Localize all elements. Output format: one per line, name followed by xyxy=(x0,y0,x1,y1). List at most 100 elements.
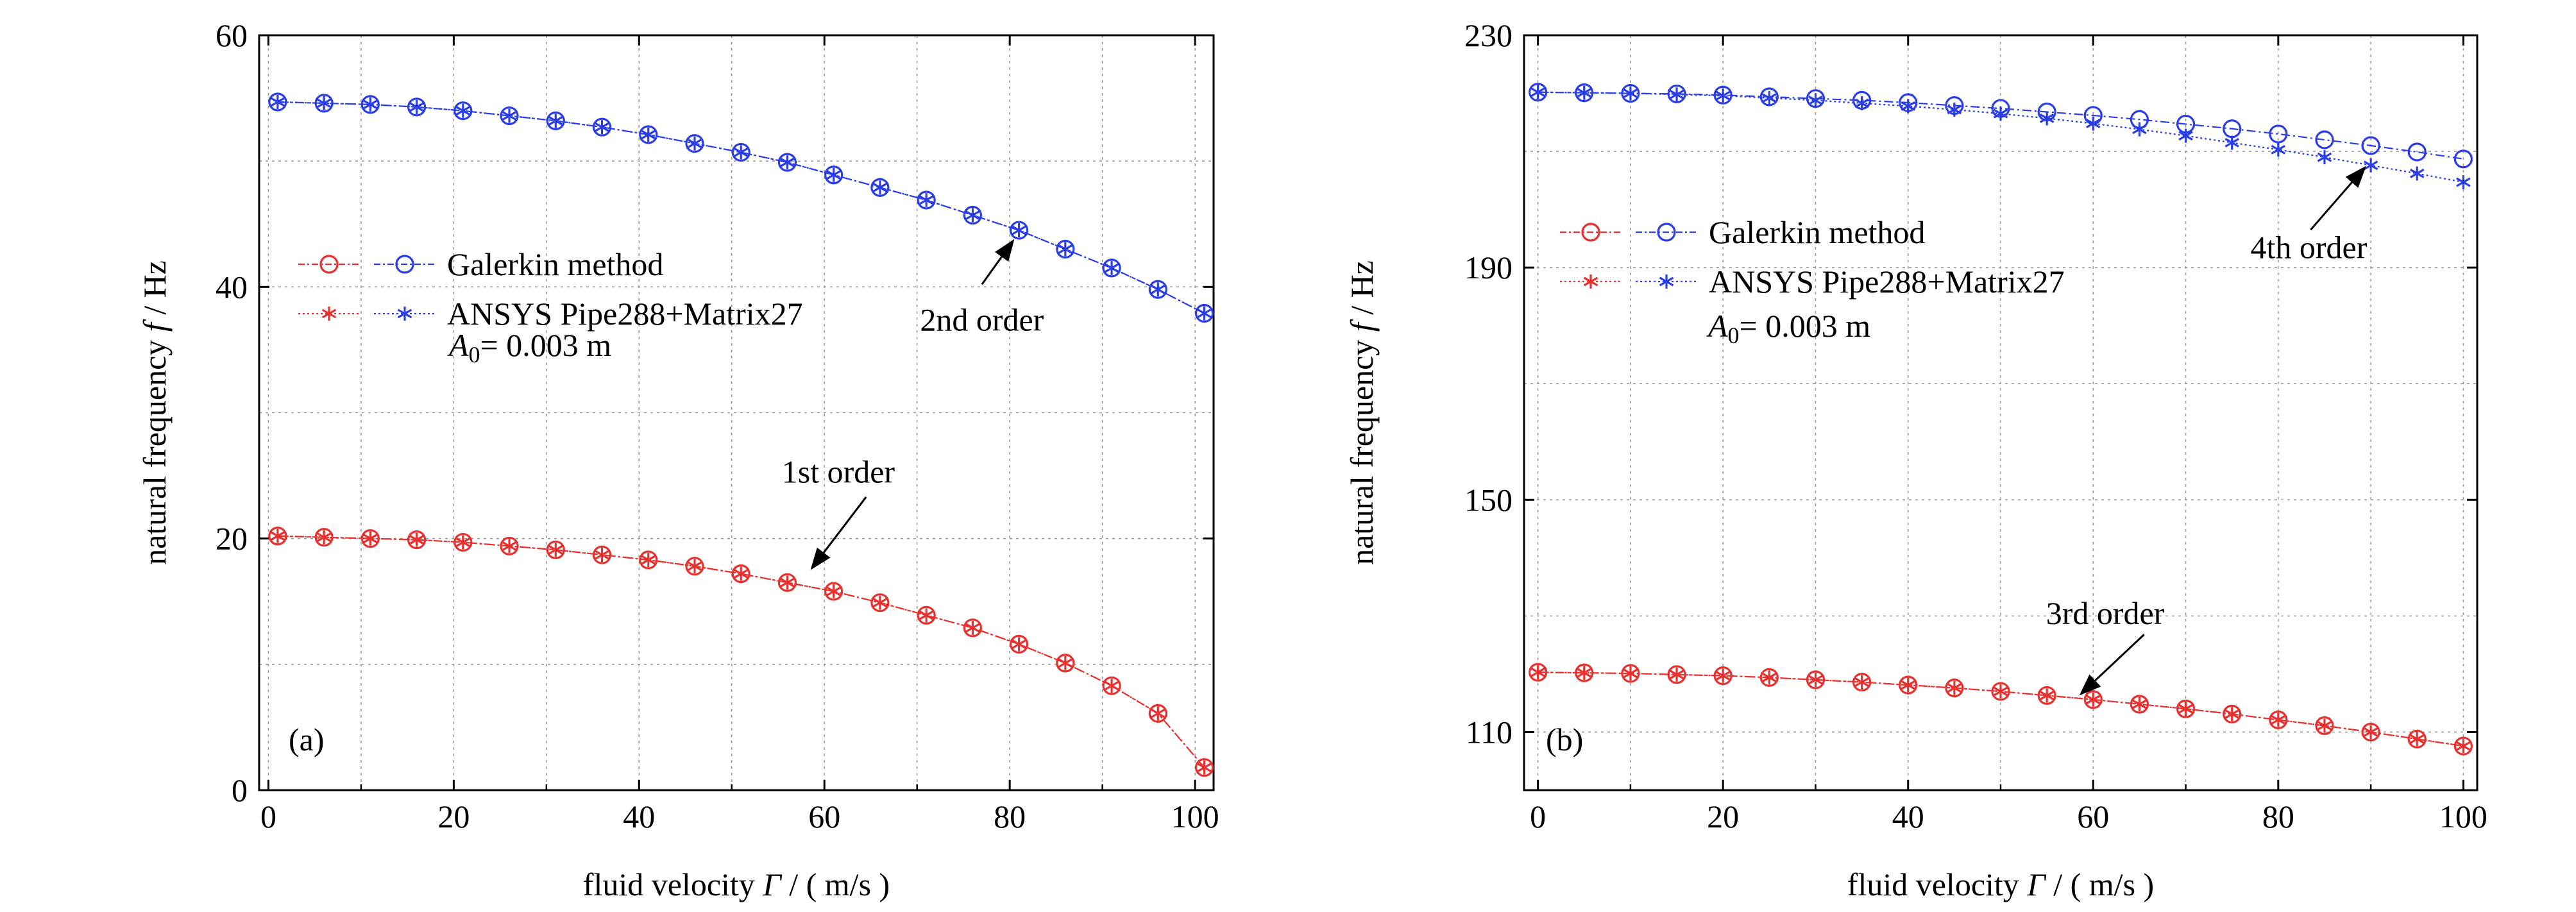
legend-item: ANSYS Pipe288+Matrix27 xyxy=(298,296,803,332)
data-point xyxy=(966,621,979,635)
data-point xyxy=(2318,150,2332,164)
legend-label: ANSYS Pipe288+Matrix27 xyxy=(447,296,803,332)
y-tick-label: 0 xyxy=(232,772,248,808)
annotation-arrow-shaft xyxy=(824,497,866,553)
grid xyxy=(1524,35,2477,790)
data-point xyxy=(2411,166,2424,180)
annotation-arrow-shaft xyxy=(2310,182,2351,230)
y-axis-label: natural frequency f / Hz xyxy=(137,260,173,565)
data-point xyxy=(1901,99,1915,113)
data-point xyxy=(1105,261,1119,275)
y-axis-label-unit: / Hz xyxy=(137,260,173,315)
annotation-arrow-shaft xyxy=(982,257,1002,284)
x-axis-label-unit: / ( m/s ) xyxy=(789,866,890,902)
data-point xyxy=(1151,282,1165,296)
legend-marker-red xyxy=(1584,274,1598,289)
parameter-label: A0= 0.003 m xyxy=(447,327,611,367)
data-point-circle xyxy=(2316,131,2333,148)
data-point xyxy=(734,567,748,581)
series-line xyxy=(1538,92,2464,182)
parameter-subscript: 0 xyxy=(469,342,480,367)
data-point xyxy=(1151,706,1165,720)
annotation-label: 3rd order xyxy=(2046,595,2165,631)
x-tick-label: 100 xyxy=(2439,798,2487,834)
x-tick-label: 20 xyxy=(437,798,470,834)
legend-item: Galerkin method xyxy=(298,246,663,282)
legend-label: ANSYS Pipe288+Matrix27 xyxy=(1709,264,2065,300)
annotation-arrow-shaft xyxy=(2095,634,2144,680)
data-point xyxy=(827,584,840,598)
y-axis-label-text: natural frequency xyxy=(137,332,173,565)
x-tick-label: 0 xyxy=(1530,798,1546,834)
parameter-subscript: 0 xyxy=(1728,323,1740,348)
data-point xyxy=(2409,144,2425,160)
parameter-symbol: A xyxy=(447,327,469,363)
y-tick-label: 20 xyxy=(216,521,248,557)
legend-marker-blue xyxy=(1660,274,1674,289)
y-axis-label: natural frequency f / Hz xyxy=(1344,260,1380,565)
x-tick-label: 40 xyxy=(623,798,655,834)
parameter-value: = 0.003 m xyxy=(480,327,612,363)
chart-panel-b: 0 20 40 60 80 100 110 150 190 230 fluid velocity Γ… xyxy=(1344,17,2487,902)
y-tick-label: 190 xyxy=(1464,249,1513,285)
parameter-value: = 0.003 m xyxy=(1740,308,1871,344)
series-line xyxy=(278,102,1205,314)
x-tick-label: 60 xyxy=(2077,798,2109,834)
y-tick-label: 230 xyxy=(1464,17,1513,53)
data-point xyxy=(827,168,840,182)
x-tick-label: 40 xyxy=(1892,798,1924,834)
panel-label: (a) xyxy=(289,722,325,757)
data-point xyxy=(873,596,886,610)
data-point xyxy=(873,180,886,194)
y-axis-label-symbol: f xyxy=(137,315,173,332)
x-tick-label: 0 xyxy=(260,798,276,834)
annotation-label: 1st order xyxy=(782,454,895,490)
data-point xyxy=(734,145,748,159)
panel-label: (b) xyxy=(1546,722,1583,757)
x-tick-label: 60 xyxy=(808,798,840,834)
annotation: 3rd order xyxy=(2046,595,2165,696)
data-point xyxy=(688,137,702,151)
x-axis-label: fluid velocity Γ / ( m/s ) xyxy=(583,866,890,902)
series-0 xyxy=(269,528,1213,776)
data-point xyxy=(1105,679,1119,693)
data-point-circle xyxy=(2409,144,2425,160)
data-point xyxy=(1058,656,1072,670)
y-tick-label: 60 xyxy=(216,17,248,53)
data-point xyxy=(595,120,609,134)
data-point xyxy=(2316,131,2333,148)
series-line xyxy=(278,102,1205,314)
legend: Galerkin method ANSYS Pipe288+Matrix27 xyxy=(298,246,803,332)
data-point xyxy=(1012,223,1026,237)
x-axis-label-symbol: Γ xyxy=(762,866,789,902)
annotation: 2nd order xyxy=(920,239,1044,338)
y-tick-label: 40 xyxy=(216,269,248,305)
data-point xyxy=(2087,117,2100,131)
annotation-arrow-head xyxy=(995,239,1014,262)
parameter-label: A0= 0.003 m xyxy=(1706,308,1870,348)
data-point xyxy=(641,128,655,142)
x-axis-label-unit: / ( m/s ) xyxy=(2053,866,2154,902)
legend: Galerkin method ANSYS Pipe288+Matrix27 xyxy=(1560,214,2065,300)
parameter-symbol: A xyxy=(1706,308,1728,344)
x-tick-label: 80 xyxy=(994,798,1026,834)
y-tick-label: 110 xyxy=(1466,714,1513,750)
x-tick-label: 100 xyxy=(1171,798,1219,834)
y-axis-label-text: natural frequency xyxy=(1344,332,1380,565)
annotation: 4th order xyxy=(2250,166,2367,266)
x-axis-label-text: fluid velocity xyxy=(583,866,763,902)
y-axis-label-unit: / Hz xyxy=(1344,260,1380,315)
series-2 xyxy=(269,94,1213,322)
data-point xyxy=(1058,242,1072,256)
data-point xyxy=(2457,175,2470,189)
y-axis-label-symbol: f xyxy=(1344,315,1380,332)
legend-label: Galerkin method xyxy=(447,246,663,282)
x-tick-label: 20 xyxy=(1707,798,1739,834)
figure: 0 20 40 60 80 100 0 20 40 60 fluid velocity Γ / ( … xyxy=(0,0,2576,909)
legend-item: Galerkin method xyxy=(1560,214,1925,250)
chart-figure: 0 20 40 60 80 100 0 20 40 60 fluid velocity Γ / ( … xyxy=(0,0,2576,909)
data-point xyxy=(2364,158,2378,173)
data-point xyxy=(781,575,794,589)
legend-item: ANSYS Pipe288+Matrix27 xyxy=(1560,264,2065,300)
data-point xyxy=(1012,637,1026,651)
